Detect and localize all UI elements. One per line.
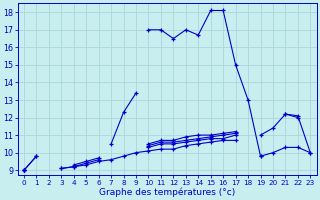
X-axis label: Graphe des températures (°c): Graphe des températures (°c) [99,187,235,197]
